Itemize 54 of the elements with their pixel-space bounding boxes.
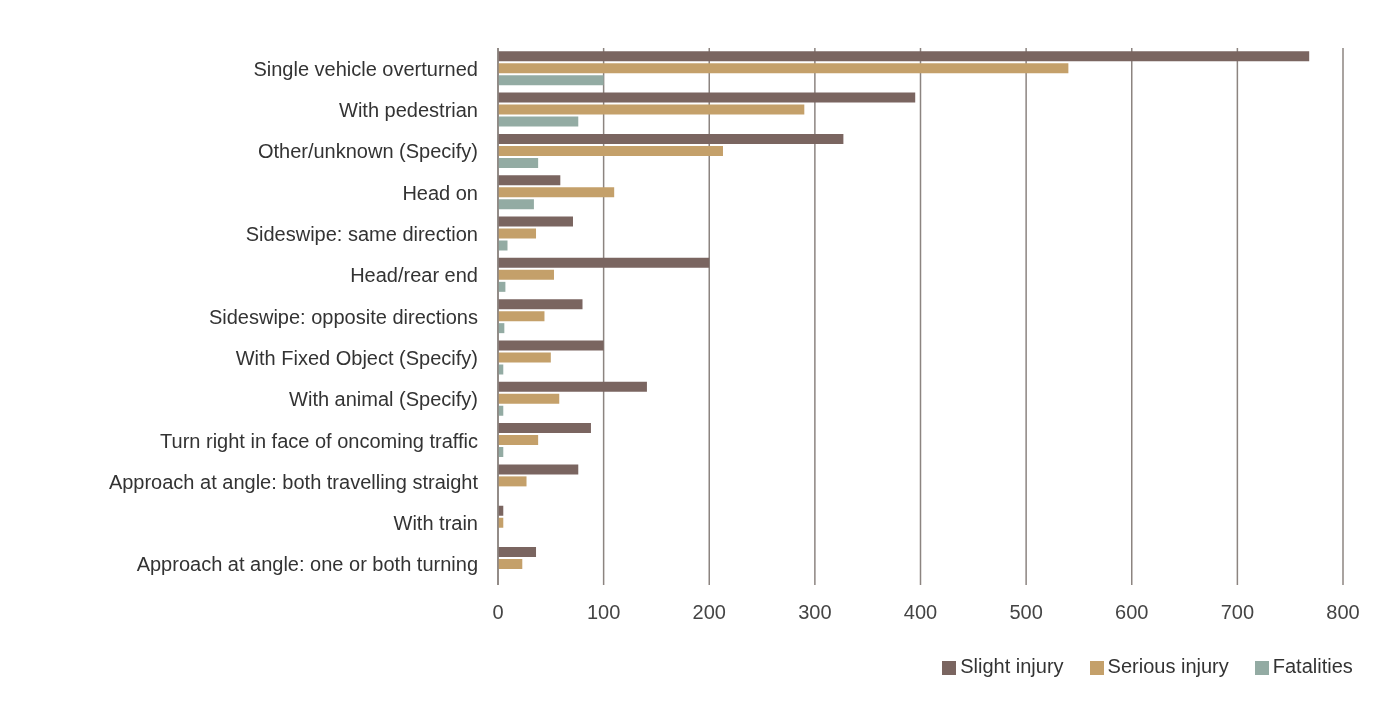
y-tick-label: With pedestrian bbox=[339, 99, 478, 122]
x-tick-label: 0 bbox=[492, 601, 504, 624]
x-tick-label: 300 bbox=[798, 601, 832, 624]
y-tick-label: With animal (Specify) bbox=[289, 388, 478, 411]
y-tick-label: Head on bbox=[402, 181, 478, 204]
y-tick-label: With train bbox=[393, 512, 478, 535]
bar bbox=[498, 63, 1069, 74]
x-tick-label: 800 bbox=[1326, 601, 1360, 624]
bar bbox=[498, 352, 551, 363]
bar bbox=[498, 51, 1310, 62]
bar bbox=[498, 311, 545, 322]
bar bbox=[498, 559, 523, 569]
x-tick-label: 600 bbox=[1115, 601, 1149, 624]
bar bbox=[498, 257, 710, 268]
bar bbox=[498, 199, 534, 210]
bar bbox=[498, 216, 573, 227]
bar bbox=[498, 299, 583, 310]
legend-label: Fatalities bbox=[1272, 655, 1353, 677]
y-tick-label: Turn right in face of oncoming traffic bbox=[160, 429, 478, 452]
bar bbox=[498, 175, 561, 186]
bar bbox=[498, 187, 615, 198]
x-tick-label: 200 bbox=[692, 601, 726, 624]
bar bbox=[498, 269, 554, 280]
bar bbox=[498, 464, 579, 475]
bar bbox=[498, 75, 604, 86]
bar bbox=[498, 547, 537, 557]
bar bbox=[498, 228, 537, 239]
y-tick-label: Approach at angle: both travelling straight bbox=[108, 470, 479, 493]
bar bbox=[498, 423, 591, 434]
bar bbox=[498, 157, 539, 168]
bar bbox=[498, 145, 723, 156]
bar bbox=[498, 340, 604, 351]
bar bbox=[498, 240, 508, 251]
x-tick-label: 100 bbox=[586, 601, 621, 624]
bar bbox=[498, 435, 539, 446]
bar bbox=[498, 393, 560, 404]
y-tick-label: Head/rear end bbox=[350, 264, 478, 287]
x-tick-label: 700 bbox=[1220, 601, 1255, 624]
y-tick-label: Sideswipe: same direction bbox=[245, 222, 478, 245]
bar bbox=[498, 476, 527, 487]
bar bbox=[498, 92, 916, 103]
legend-label: Serious injury bbox=[1107, 655, 1229, 677]
y-tick-label: Approach at angle: one or both turning bbox=[136, 553, 478, 576]
legend-label: Slight injury bbox=[960, 655, 1064, 677]
y-tick-label: Sideswipe: opposite directions bbox=[208, 305, 478, 328]
y-tick-label: Other/unknown (Specify) bbox=[257, 140, 478, 163]
bar bbox=[498, 104, 805, 115]
bar bbox=[498, 116, 579, 127]
x-tick-label: 400 bbox=[903, 601, 938, 624]
x-tick-label: 500 bbox=[1009, 601, 1043, 624]
y-tick-label: With Fixed Object (Specify) bbox=[235, 346, 478, 369]
bar bbox=[498, 133, 844, 144]
y-tick-label: Single vehicle overturned bbox=[253, 57, 478, 80]
bar bbox=[498, 381, 647, 392]
